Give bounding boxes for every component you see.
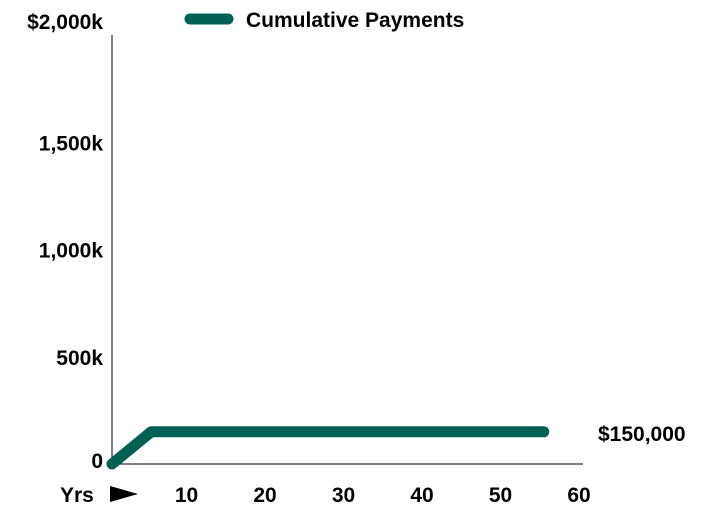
x-tick-label: 60 — [567, 484, 590, 507]
y-tick-label: 500k — [56, 347, 103, 370]
y-tick-label: 0 — [91, 450, 103, 473]
series-layer: $150,000 — [106, 423, 686, 470]
data-point — [543, 431, 545, 433]
x-tick-label: 30 — [332, 484, 355, 507]
x-tick-label: 50 — [489, 484, 512, 507]
data-point — [111, 463, 113, 465]
data-point — [150, 431, 152, 433]
legend: Cumulative Payments — [184, 9, 464, 32]
x-tick-label: 40 — [410, 484, 433, 507]
y-tick-label: $2,000k — [27, 11, 103, 34]
y-tick-label: 1,000k — [39, 240, 104, 263]
x-tick-label: 20 — [253, 484, 276, 507]
axes-layer: 0 500k 1,000k 1,500k $2,000k 10 20 30 40 50 60 Yrs — [27, 11, 591, 507]
y-tick-label: 1,500k — [39, 132, 104, 155]
x-axis-label: Yrs — [60, 484, 94, 507]
end-value-label: $150,000 — [598, 423, 686, 446]
x-tick-label: 10 — [175, 484, 198, 507]
legend-label: Cumulative Payments — [246, 9, 464, 32]
series-line — [106, 426, 550, 470]
x-axis-arrow-icon — [110, 486, 138, 502]
